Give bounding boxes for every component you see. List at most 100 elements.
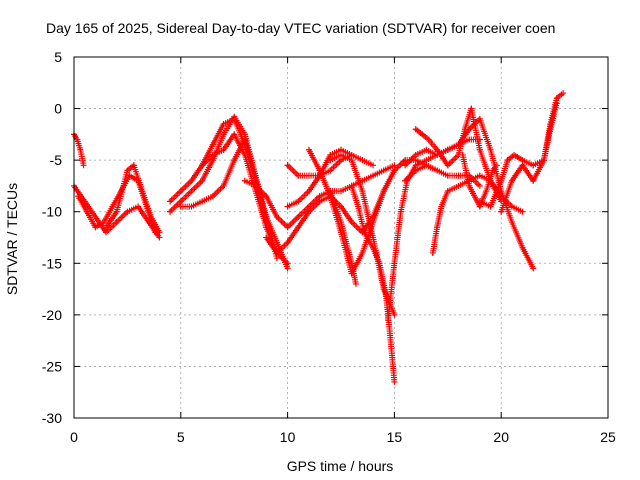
data-point — [511, 151, 518, 158]
y-tick-label: -10 — [42, 204, 62, 220]
data-point — [384, 317, 391, 324]
data-point — [263, 234, 270, 241]
data-point — [519, 162, 526, 169]
data-point — [305, 172, 312, 179]
data-point — [327, 167, 334, 174]
data-point — [402, 177, 409, 184]
data-point — [177, 198, 184, 205]
data-point — [156, 234, 163, 241]
data-point — [419, 131, 426, 138]
data-point — [295, 224, 302, 231]
data-point — [199, 162, 206, 169]
data-point — [370, 172, 377, 179]
data-point — [188, 203, 195, 210]
data-point — [476, 172, 483, 179]
data-point — [547, 126, 554, 133]
y-tick-label: -20 — [42, 307, 62, 323]
data-point — [338, 157, 344, 164]
data-point — [504, 157, 511, 164]
data-point — [540, 157, 547, 164]
data-point — [434, 146, 441, 153]
series-track-15 — [327, 188, 359, 287]
data-point — [295, 198, 302, 205]
data-point — [284, 260, 291, 267]
data-point — [412, 157, 419, 164]
data-point — [370, 234, 377, 241]
data-point — [74, 136, 81, 143]
y-tick-label: -5 — [50, 152, 63, 168]
series-track-21 — [429, 172, 505, 256]
data-point — [305, 146, 312, 153]
grid — [74, 57, 608, 418]
data-point — [80, 162, 87, 169]
data-point — [338, 151, 344, 158]
data-point — [209, 151, 216, 158]
x-tick-label: 20 — [493, 429, 509, 445]
data-point — [252, 188, 259, 195]
data-point — [391, 260, 398, 267]
data-point — [139, 188, 146, 195]
series-track-19 — [402, 162, 483, 189]
data-point — [100, 219, 107, 226]
data-point — [327, 151, 334, 158]
data-point — [167, 208, 174, 215]
data-point — [130, 162, 137, 169]
data-point — [387, 332, 394, 339]
data-point — [284, 265, 291, 272]
data-point — [380, 188, 387, 195]
data-point — [359, 188, 366, 195]
data-point — [327, 157, 334, 164]
data-point — [412, 167, 419, 174]
data-point — [466, 136, 473, 143]
data-point — [156, 229, 163, 236]
data-point — [476, 203, 483, 210]
series-track-04 — [103, 162, 163, 236]
data-point — [466, 182, 473, 189]
data-point — [560, 90, 567, 97]
data-point — [348, 260, 355, 267]
data-point — [92, 224, 99, 231]
data-point — [348, 182, 355, 189]
data-point — [220, 121, 227, 128]
data-point — [135, 203, 142, 210]
data-point — [284, 203, 291, 210]
x-tick-label: 25 — [600, 429, 616, 445]
data-point — [468, 105, 475, 112]
data-point — [241, 136, 248, 143]
data-point — [113, 219, 120, 226]
data-point — [252, 182, 259, 189]
data-point — [498, 177, 505, 184]
data-point — [209, 157, 216, 164]
data-point — [508, 219, 515, 226]
data-point — [459, 151, 466, 158]
plot-frame — [73, 56, 609, 419]
data-point — [103, 229, 110, 236]
data-point — [231, 131, 238, 138]
data-point — [423, 146, 430, 153]
data-point — [348, 219, 355, 226]
data-point — [361, 229, 368, 236]
data-point — [476, 146, 483, 153]
data-point — [284, 162, 291, 169]
data-point — [412, 162, 419, 169]
data-point — [338, 146, 344, 153]
data-point — [553, 100, 560, 107]
data-point — [476, 198, 483, 205]
data-point — [493, 162, 500, 169]
data-point — [220, 146, 227, 153]
data-point — [231, 113, 238, 120]
data-point — [113, 208, 120, 215]
data-point — [273, 255, 280, 262]
data-point — [476, 115, 483, 122]
series-track-12 — [284, 146, 355, 210]
data-point — [220, 131, 227, 138]
data-point — [241, 151, 248, 158]
data-point — [252, 172, 259, 179]
data-point — [519, 244, 526, 251]
data-point — [444, 162, 451, 169]
data-point — [425, 136, 432, 143]
axis-ticks: 0 5 10 15 20 25 -30 -25 -20 -15 -10 -5 0 5 — [42, 49, 616, 445]
data-point — [423, 162, 430, 169]
data-point — [188, 188, 195, 195]
